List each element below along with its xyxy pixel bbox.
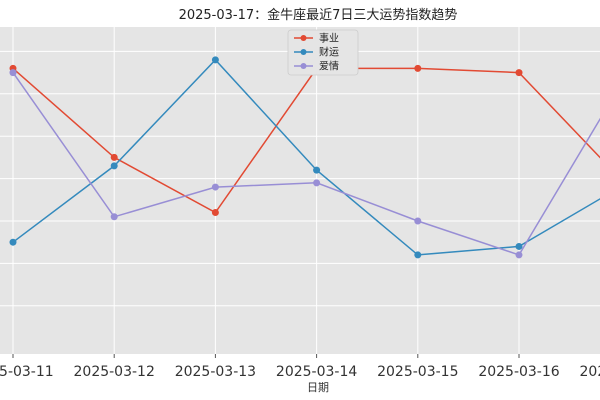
legend-label-0: 事业: [319, 32, 339, 45]
x-tick-label: 2025-03-11: [0, 364, 54, 380]
legend-marker-1: [300, 49, 307, 55]
data-point: [414, 251, 422, 259]
plot-area: [0, 27, 600, 354]
data-point: [515, 69, 523, 77]
data-point: [211, 209, 219, 217]
x-tick-label: 2025-03-16: [478, 364, 559, 380]
data-point: [9, 238, 17, 246]
legend-marker-0: [300, 35, 307, 41]
legend-label-1: 财运: [319, 46, 339, 59]
x-axis-label: 日期: [307, 381, 329, 394]
x-tick-label: 2025-03-15: [377, 364, 458, 380]
x-tick-label: 2025-03-14: [276, 364, 357, 380]
data-point: [211, 56, 219, 64]
data-point: [515, 242, 523, 250]
legend-marker-2: [300, 63, 307, 69]
data-point: [313, 166, 321, 174]
x-tick-label: 2025-03-17: [580, 364, 600, 380]
legend-label-2: 爱情: [319, 60, 339, 73]
x-tick-label: 2025-03-13: [175, 364, 256, 380]
data-point: [211, 183, 219, 191]
data-point: [313, 179, 321, 187]
data-point: [414, 64, 422, 72]
chart-title: 2025-03-17：金牛座最近7日三大运势指数趋势: [179, 7, 458, 23]
data-point: [110, 153, 118, 161]
x-tick-label: 2025-03-12: [74, 364, 155, 380]
data-point: [414, 217, 422, 225]
data-point: [110, 213, 118, 221]
data-point: [515, 251, 523, 259]
legend-box: [287, 29, 359, 76]
x-tick-labels: 2025-03-11 2025-03-12 2025-03-13 2025-03-14…: [0, 354, 600, 380]
data-point: [110, 162, 118, 170]
data-point: [9, 69, 17, 77]
